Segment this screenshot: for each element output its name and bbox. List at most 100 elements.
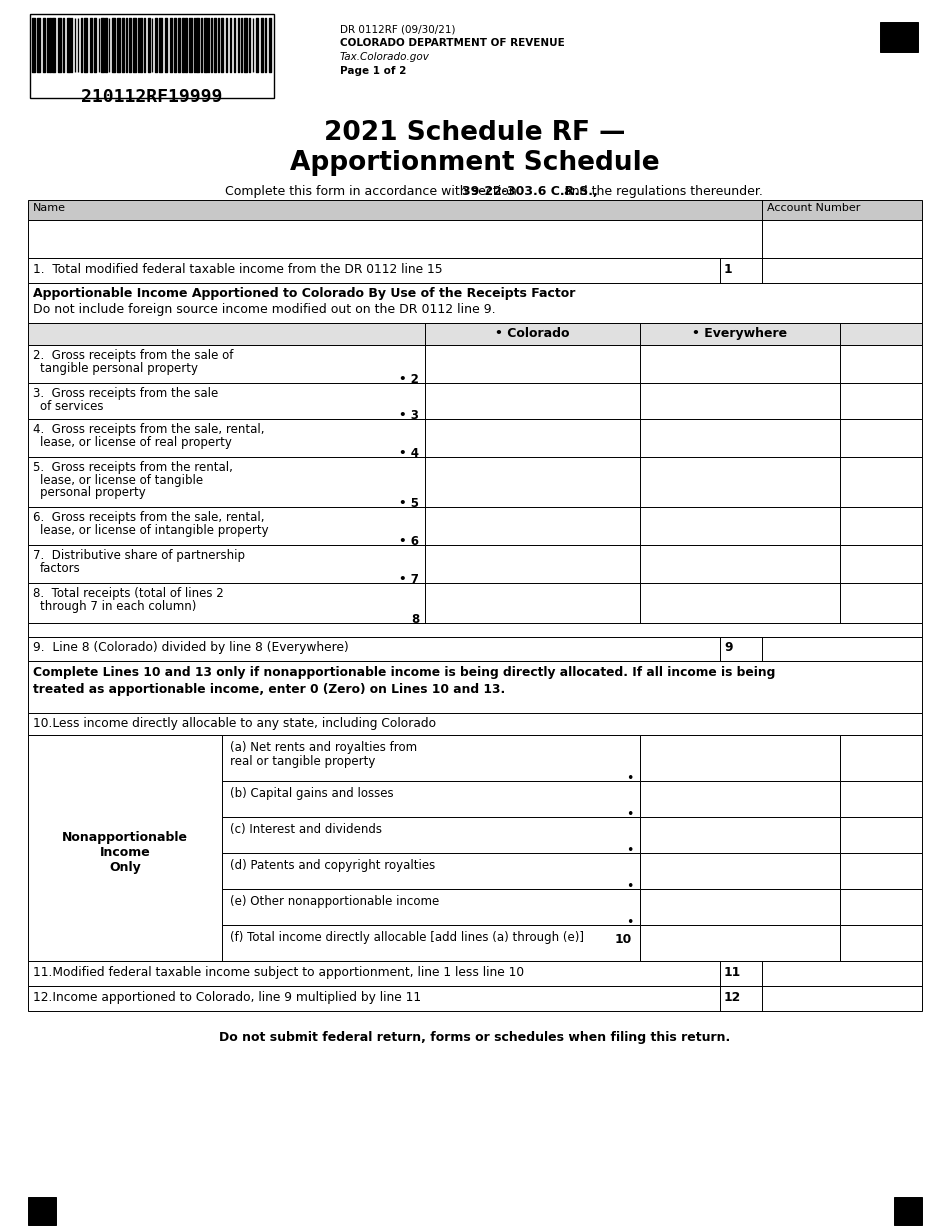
Text: 9.  Line 8 (Colorado) divided by line 8 (Everywhere): 9. Line 8 (Colorado) divided by line 8 (… (33, 641, 349, 654)
Bar (28, 283, 922, 323)
Text: 1.  Total modified federal taxable income from the DR 0112 line 15: 1. Total modified federal taxable income… (33, 263, 443, 276)
Text: 39-22-303.6 C.R.S.,: 39-22-303.6 C.R.S., (462, 184, 598, 198)
Bar (222, 925, 640, 961)
Text: •: • (626, 808, 634, 820)
Text: 7.  Distributive share of partnership: 7. Distributive share of partnership (33, 549, 245, 562)
Text: 5.  Gross receipts from the rental,: 5. Gross receipts from the rental, (33, 461, 233, 474)
Text: 2021 Schedule RF —: 2021 Schedule RF — (324, 121, 626, 146)
Text: Do not submit federal return, forms or schedules when filing this return.: Do not submit federal return, forms or s… (219, 1031, 731, 1044)
Text: • 7: • 7 (399, 573, 419, 585)
Text: lease, or license of intangible property: lease, or license of intangible property (40, 524, 269, 538)
Bar (28, 961, 922, 986)
Text: Name: Name (33, 203, 66, 213)
Text: •: • (626, 916, 634, 929)
Text: • 5: • 5 (399, 497, 419, 510)
Text: Nonapportionable
Income
Only: Nonapportionable Income Only (62, 831, 188, 875)
Text: DR 0112RF (09/30/21): DR 0112RF (09/30/21) (340, 25, 455, 34)
Bar (28, 419, 922, 458)
Text: 8.  Total receipts (total of lines 2: 8. Total receipts (total of lines 2 (33, 587, 224, 600)
Text: •: • (626, 772, 634, 785)
Bar (222, 736, 640, 781)
Bar (28, 1197, 56, 1225)
Bar (28, 220, 922, 258)
Bar (222, 817, 640, 852)
Text: 10.Less income directly allocable to any state, including Colorado: 10.Less income directly allocable to any… (33, 717, 436, 729)
Bar (840, 817, 922, 852)
Text: 10: 10 (615, 934, 632, 946)
Text: 210112RF19999: 210112RF19999 (82, 89, 222, 106)
Text: lease, or license of tangible: lease, or license of tangible (40, 474, 203, 487)
Bar (28, 458, 922, 507)
Text: 12.Income apportioned to Colorado, line 9 multiplied by line 11: 12.Income apportioned to Colorado, line … (33, 991, 421, 1004)
Bar (28, 344, 922, 383)
Text: Do not include foreign source income modified out on the DR 0112 line 9.: Do not include foreign source income mod… (33, 303, 496, 316)
Text: 11.Modified federal taxable income subject to apportionment, line 1 less line 10: 11.Modified federal taxable income subje… (33, 966, 524, 979)
Text: lease, or license of real property: lease, or license of real property (40, 435, 232, 449)
Bar (840, 736, 922, 781)
Bar (840, 925, 922, 961)
Bar (28, 545, 922, 583)
Text: Complete Lines 10 and 13 only if nonapportionable income is being directly alloc: Complete Lines 10 and 13 only if nonappo… (33, 665, 775, 679)
Bar (28, 258, 922, 283)
Bar (640, 852, 840, 889)
Text: 3.  Gross receipts from the sale: 3. Gross receipts from the sale (33, 387, 218, 400)
Bar (222, 852, 640, 889)
Text: Complete this form in accordance with section: Complete this form in accordance with se… (225, 184, 521, 198)
Text: 2.  Gross receipts from the sale of: 2. Gross receipts from the sale of (33, 349, 234, 362)
Text: personal property: personal property (40, 486, 145, 499)
Bar (28, 507, 922, 545)
Bar (28, 736, 222, 961)
Text: •: • (626, 844, 634, 857)
Text: treated as apportionable income, enter 0 (Zero) on Lines 10 and 13.: treated as apportionable income, enter 0… (33, 683, 505, 696)
Text: through 7 in each column): through 7 in each column) (40, 600, 197, 613)
Bar (894, 1197, 922, 1225)
Text: (c) Interest and dividends: (c) Interest and dividends (230, 823, 382, 836)
Text: • Everywhere: • Everywhere (693, 327, 788, 339)
Bar (28, 624, 922, 637)
Text: •: • (626, 879, 634, 893)
Bar (222, 781, 640, 817)
Bar (28, 986, 922, 1011)
Bar (28, 713, 922, 736)
Text: 9: 9 (724, 641, 732, 654)
Text: factors: factors (40, 562, 81, 574)
Text: 11: 11 (724, 966, 741, 979)
Bar (640, 817, 840, 852)
Text: Tax.Colorado.gov: Tax.Colorado.gov (340, 52, 429, 62)
Text: • 4: • 4 (399, 446, 419, 460)
Text: 1: 1 (724, 263, 732, 276)
Bar (840, 852, 922, 889)
Text: of services: of services (40, 400, 104, 413)
Text: 6.  Gross receipts from the sale, rental,: 6. Gross receipts from the sale, rental, (33, 510, 264, 524)
Text: (e) Other nonapportionable income: (e) Other nonapportionable income (230, 895, 439, 908)
Bar (28, 661, 922, 713)
Text: and the regulations thereunder.: and the regulations thereunder. (560, 184, 763, 198)
Text: • 6: • 6 (399, 535, 419, 549)
Bar (28, 200, 922, 220)
Bar (640, 781, 840, 817)
Text: (f) Total income directly allocable [add lines (a) through (e)]: (f) Total income directly allocable [add… (230, 931, 584, 943)
Text: 12: 12 (724, 991, 741, 1004)
Bar (640, 925, 840, 961)
Bar (640, 736, 840, 781)
Bar (880, 22, 918, 52)
Text: 4.  Gross receipts from the sale, rental,: 4. Gross receipts from the sale, rental, (33, 423, 264, 435)
Bar (30, 14, 274, 98)
Text: Page 1 of 2: Page 1 of 2 (340, 66, 407, 76)
Bar (28, 323, 922, 344)
Text: • Colorado: • Colorado (495, 327, 570, 339)
Text: real or tangible property: real or tangible property (230, 755, 375, 768)
Text: (d) Patents and copyright royalties: (d) Patents and copyright royalties (230, 859, 435, 872)
Bar (28, 583, 922, 624)
Text: tangible personal property: tangible personal property (40, 362, 198, 375)
Text: • 2: • 2 (399, 373, 419, 386)
Bar (222, 889, 640, 925)
Text: • 3: • 3 (399, 410, 419, 422)
Bar (28, 383, 922, 419)
Bar (640, 889, 840, 925)
Bar (840, 889, 922, 925)
Bar (28, 637, 922, 661)
Text: COLORADO DEPARTMENT OF REVENUE: COLORADO DEPARTMENT OF REVENUE (340, 38, 564, 48)
Text: (b) Capital gains and losses: (b) Capital gains and losses (230, 787, 393, 800)
Text: Account Number: Account Number (767, 203, 861, 213)
